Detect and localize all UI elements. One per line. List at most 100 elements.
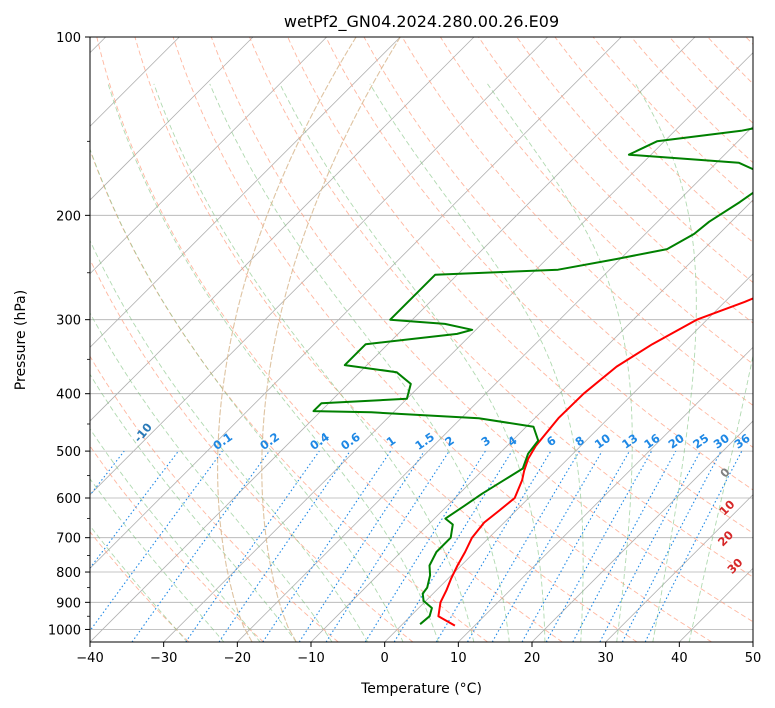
mixing-ratio-label: 3 [478,433,493,449]
mixing-ratio-label: 1 [384,433,399,449]
isotherm-line [237,125,753,642]
isotherm-line [90,37,622,569]
mixing-ratio-line [572,450,677,642]
isotherm-line [163,52,753,642]
y-tick-label: 200 [56,209,81,224]
dry-adiabat [707,37,753,85]
mixing-ratio-line [467,450,580,642]
mixing-ratio-line [298,450,425,642]
moist-adiabat [90,373,297,642]
x-tick-label: −20 [224,651,251,666]
dry-adiabat [90,531,190,642]
mixing-ratio-label: 0.2 [257,430,282,453]
moist-adiabat [369,83,584,642]
dry-adiabat [516,37,753,283]
background-grid [90,37,753,642]
mixing-ratio-line [90,450,223,632]
mixing-ratio-label: 20 [666,431,687,452]
moist-adiabat [90,428,261,642]
moist-adiabat [487,83,633,642]
x-tick-label: −10 [297,651,324,666]
x-tick-label: 40 [671,651,688,666]
mixing-ratio-label: 0.4 [307,430,332,453]
saturation-curve [261,37,401,642]
mixing-ratio-line [521,450,630,642]
mixing-ratio-line [131,450,270,642]
mixing-ratio-label: 25 [690,431,711,452]
dry-adiabat [172,37,712,642]
profile-series [312,127,753,627]
x-tick-label: 0 [381,651,389,666]
mixing-ratio-line [218,450,351,642]
isotherm-line [384,273,753,642]
moist-adiabat [90,478,225,642]
dry-adiabat [745,37,753,45]
moist-adiabat [279,83,546,642]
x-tick-label: 50 [745,651,762,666]
isotherm-line [90,37,475,422]
dry-adiabat-label: -30 [0,365,6,390]
mixing-ratio-label: 30 [711,431,732,452]
background-line-labels: 0.10.20.40.611.52346810131620253036-100-… [0,365,775,601]
isotherm-line [605,494,753,642]
dry-adiabat [134,37,638,642]
moist-adiabat [635,83,697,642]
temperature-profile-line [437,297,753,627]
y-tick-label: 300 [56,314,81,329]
x-tick-label: 10 [450,651,467,666]
isotherm-line [310,199,753,642]
y-tick-label: 400 [56,388,81,403]
isotherm-line [531,420,753,642]
x-tick-label: 20 [524,651,541,666]
mixing-ratio-line [90,450,125,496]
dry-adiabat [592,37,753,203]
mixing-ratio-label: 16 [641,431,662,452]
mixing-ratio-line [325,450,450,642]
dry-adiabat [90,258,414,642]
mixing-ratio-label: 13 [619,431,640,452]
moist-adiabat-label: 40 [758,580,775,601]
moist-adiabat [153,83,475,642]
dry-adiabat [90,445,264,642]
mixing-ratio-line [185,450,320,642]
moist-adiabat-label: 20 [715,528,736,549]
mixing-ratio-line [364,450,486,642]
x-axis-label: Temperature (°C) [360,681,482,697]
mixing-ratio-label: 2 [442,433,457,449]
mixing-ratio-line [393,450,513,642]
y-tick-label: 1000 [48,623,81,638]
isotherm-line [679,567,753,642]
x-axis-ticks: −40 −30 −20 −10 0 10 20 30 40 50 [76,642,761,666]
isotherm-line [90,37,254,201]
mixing-ratio-label: 10 [592,431,613,452]
dewpoint-profile-line [312,127,753,625]
y-tick-label: 500 [56,445,81,460]
saturation-curve [217,37,357,642]
isotherm-line [458,346,753,642]
moist-adiabat [90,147,404,642]
mixing-ratio-label: 0.6 [338,430,363,453]
mixing-ratio-label: 0.1 [210,430,235,453]
mixing-ratio-line [621,450,722,642]
dry-adiabat [96,37,563,642]
moist-adiabat [209,83,510,642]
dry-adiabat [249,37,753,578]
mixing-ratio-line [262,450,392,642]
mixing-ratio-label: 6 [544,433,559,449]
dry-adiabat [287,37,753,534]
dry-adiabat [478,37,753,324]
plot-frame [89,36,754,643]
moist-adiabat [90,239,369,642]
moist-adiabat [688,353,753,642]
moist-adiabat-label: 10 [716,497,737,518]
isotherm-line [90,37,548,496]
y-axis-label: Pressure (hPa) [13,290,29,390]
dry-adiabat [90,355,339,642]
mixing-ratio-line [491,450,603,642]
x-tick-label: 30 [597,651,614,666]
dry-adiabat [554,37,753,243]
isotherm-line [752,641,753,642]
isotherm-line [90,37,327,275]
moist-adiabat-label: 0 [717,465,733,481]
isotherm-line [90,37,696,642]
